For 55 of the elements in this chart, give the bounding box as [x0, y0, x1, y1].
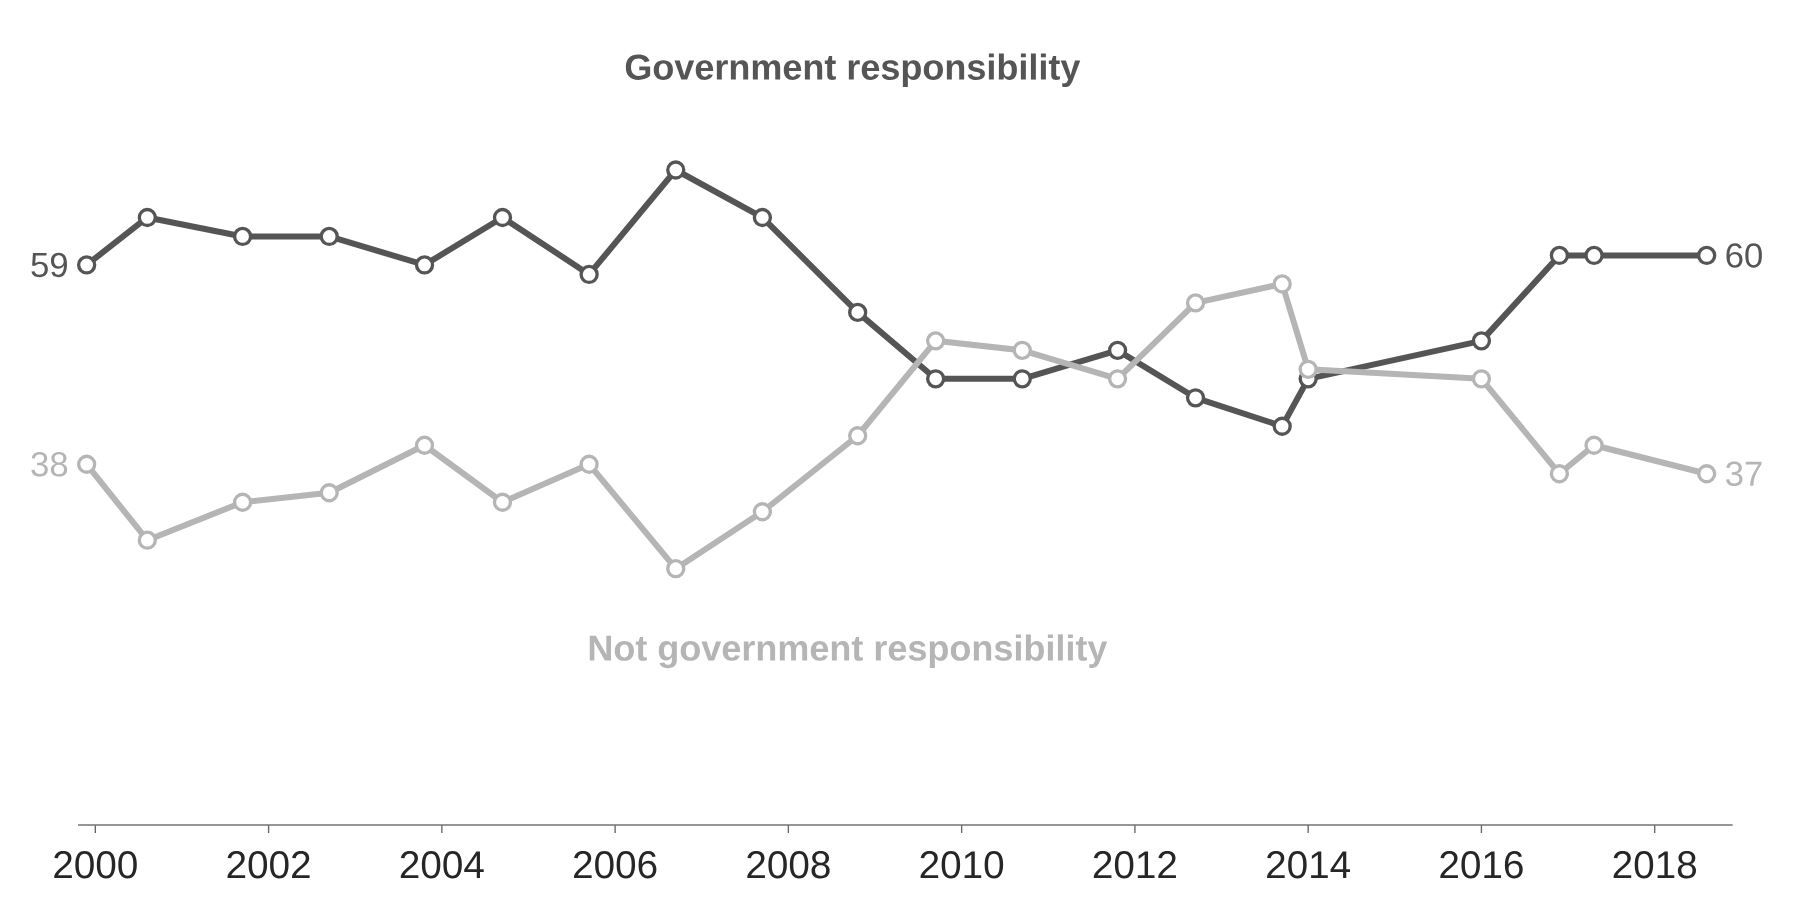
- point: [1012, 340, 1032, 361]
- x-tick-label: 2014: [1267, 851, 1351, 879]
- text: Not government responsibility: [589, 634, 1108, 669]
- point: [1697, 464, 1717, 484]
- x-tick-label: 2012: [1093, 851, 1176, 879]
- x-tick-label: 2002: [227, 851, 310, 879]
- point: [1298, 359, 1318, 379]
- point: [1697, 245, 1717, 266]
- x-tick-label: 2000: [54, 851, 137, 879]
- point: [492, 492, 513, 512]
- point: [925, 331, 946, 351]
- x-tick-label: 2010: [920, 851, 1004, 879]
- data-label: 37: [1726, 461, 1762, 487]
- point: [1584, 245, 1604, 266]
- x-tick-label: 2018: [1613, 851, 1696, 879]
- point: [414, 255, 435, 275]
- text: Government responsibility: [625, 53, 1081, 88]
- point: [848, 426, 868, 446]
- point: [76, 255, 97, 275]
- x-tick-label: 2008: [747, 851, 830, 879]
- point: [1185, 293, 1206, 313]
- point: [137, 530, 157, 550]
- point: [414, 435, 435, 455]
- data-label: 38: [31, 451, 68, 477]
- point: [666, 160, 686, 180]
- point: [232, 492, 253, 512]
- point: [1471, 331, 1492, 351]
- point: [137, 207, 157, 228]
- point: [925, 369, 946, 389]
- data-label: 59: [31, 252, 67, 278]
- point: [1549, 464, 1570, 484]
- point: [848, 302, 868, 323]
- point: [1107, 369, 1128, 389]
- point: [319, 483, 339, 503]
- point: [579, 264, 599, 285]
- x-tick-label: 2016: [1440, 851, 1523, 879]
- point: [232, 226, 253, 247]
- point: [319, 226, 339, 247]
- point: [752, 502, 773, 522]
- point: [579, 454, 599, 474]
- x-tick-label: 2004: [400, 851, 484, 879]
- point: [1185, 388, 1206, 408]
- data-label: 60: [1726, 243, 1762, 268]
- point: [752, 207, 773, 228]
- point: [1012, 369, 1032, 389]
- point: [492, 207, 513, 228]
- point: [1272, 274, 1292, 294]
- point: [1107, 340, 1128, 361]
- x-tick-label: 2006: [574, 851, 657, 879]
- point: [1471, 369, 1492, 389]
- point: [1584, 435, 1604, 455]
- point: [1549, 245, 1570, 266]
- point: [666, 558, 686, 579]
- point: [76, 454, 97, 474]
- point: [1272, 416, 1292, 436]
